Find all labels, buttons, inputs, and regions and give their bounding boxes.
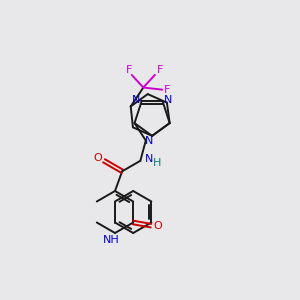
Text: H: H <box>153 158 162 168</box>
Text: N: N <box>132 95 140 105</box>
Text: N: N <box>146 154 154 164</box>
Text: F: F <box>126 65 132 75</box>
Text: NH: NH <box>103 235 119 245</box>
Text: N: N <box>164 95 172 105</box>
Text: O: O <box>94 153 102 163</box>
Text: O: O <box>154 221 162 231</box>
Text: F: F <box>157 65 163 75</box>
Text: N: N <box>145 136 153 146</box>
Text: F: F <box>164 85 170 94</box>
